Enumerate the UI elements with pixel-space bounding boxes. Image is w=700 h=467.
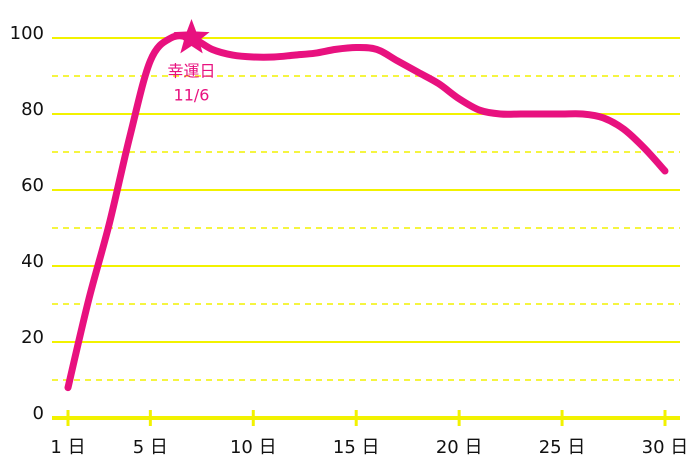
y-tick-label: 80 xyxy=(21,99,44,120)
lucky-star xyxy=(173,19,210,54)
x-tick-label: 25 日 xyxy=(539,437,586,458)
x-tick-label: 5 日 xyxy=(133,437,168,458)
y-tick-label: 0 xyxy=(33,403,44,424)
y-tick-label: 20 xyxy=(21,327,44,348)
x-tick-label: 10 日 xyxy=(230,437,277,458)
annotation-date: 11/6 xyxy=(174,86,210,105)
line xyxy=(64,32,669,392)
x-tick-label: 30 日 xyxy=(642,437,689,458)
x-tick-label: 20 日 xyxy=(436,437,483,458)
x-tick-label: 15 日 xyxy=(333,437,380,458)
y-tick-label: 40 xyxy=(21,251,44,272)
y-tick-label: 60 xyxy=(21,175,44,196)
y-tick-label: 100 xyxy=(10,23,44,44)
annotation-label: 幸運日 xyxy=(168,62,216,81)
x-tick-label: 1 日 xyxy=(50,437,85,458)
